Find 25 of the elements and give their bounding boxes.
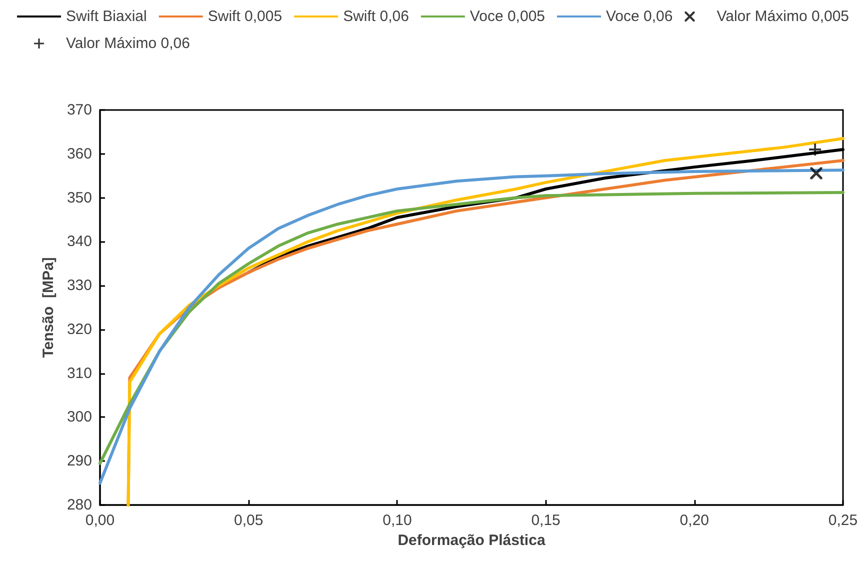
legend-label: Swift 0,005: [208, 8, 282, 25]
y-tick-label: 360: [66, 145, 92, 162]
y-axis-title: Tensão [MPa]: [40, 257, 58, 358]
y-tick-label: 320: [66, 320, 92, 338]
x-tick-label: 0,15: [531, 512, 560, 529]
legend-label: Valor Máximo 0,005: [716, 8, 850, 25]
y-tick-label: 290: [66, 452, 92, 470]
y-tick-label: 300: [66, 408, 92, 426]
legend-label: Voce 0,005: [470, 8, 546, 25]
y-tick-label: 370: [66, 102, 92, 118]
x-tick-label: 0,10: [382, 512, 412, 529]
y-tick-label: 340: [66, 233, 92, 250]
x-tick-label: 0,25: [828, 512, 858, 529]
x-tick-label: 0,00: [85, 512, 115, 529]
legend-label: Swift 0,06: [343, 8, 409, 25]
x-tick-label: 0,20: [680, 512, 709, 529]
x-tick-label: 0,05: [234, 512, 264, 529]
y-tick-label: 280: [66, 496, 92, 514]
legend-label: Valor Máximo 0,06: [66, 35, 190, 52]
y-tick-label: 330: [66, 277, 92, 294]
legend-label: Voce 0,06: [606, 8, 673, 25]
y-tick-label: 310: [66, 364, 92, 382]
y-tick-label: 350: [66, 189, 92, 206]
x-axis-title: Deformação Plástica: [398, 532, 546, 549]
legend-label: Swift Biaxial: [66, 8, 147, 25]
